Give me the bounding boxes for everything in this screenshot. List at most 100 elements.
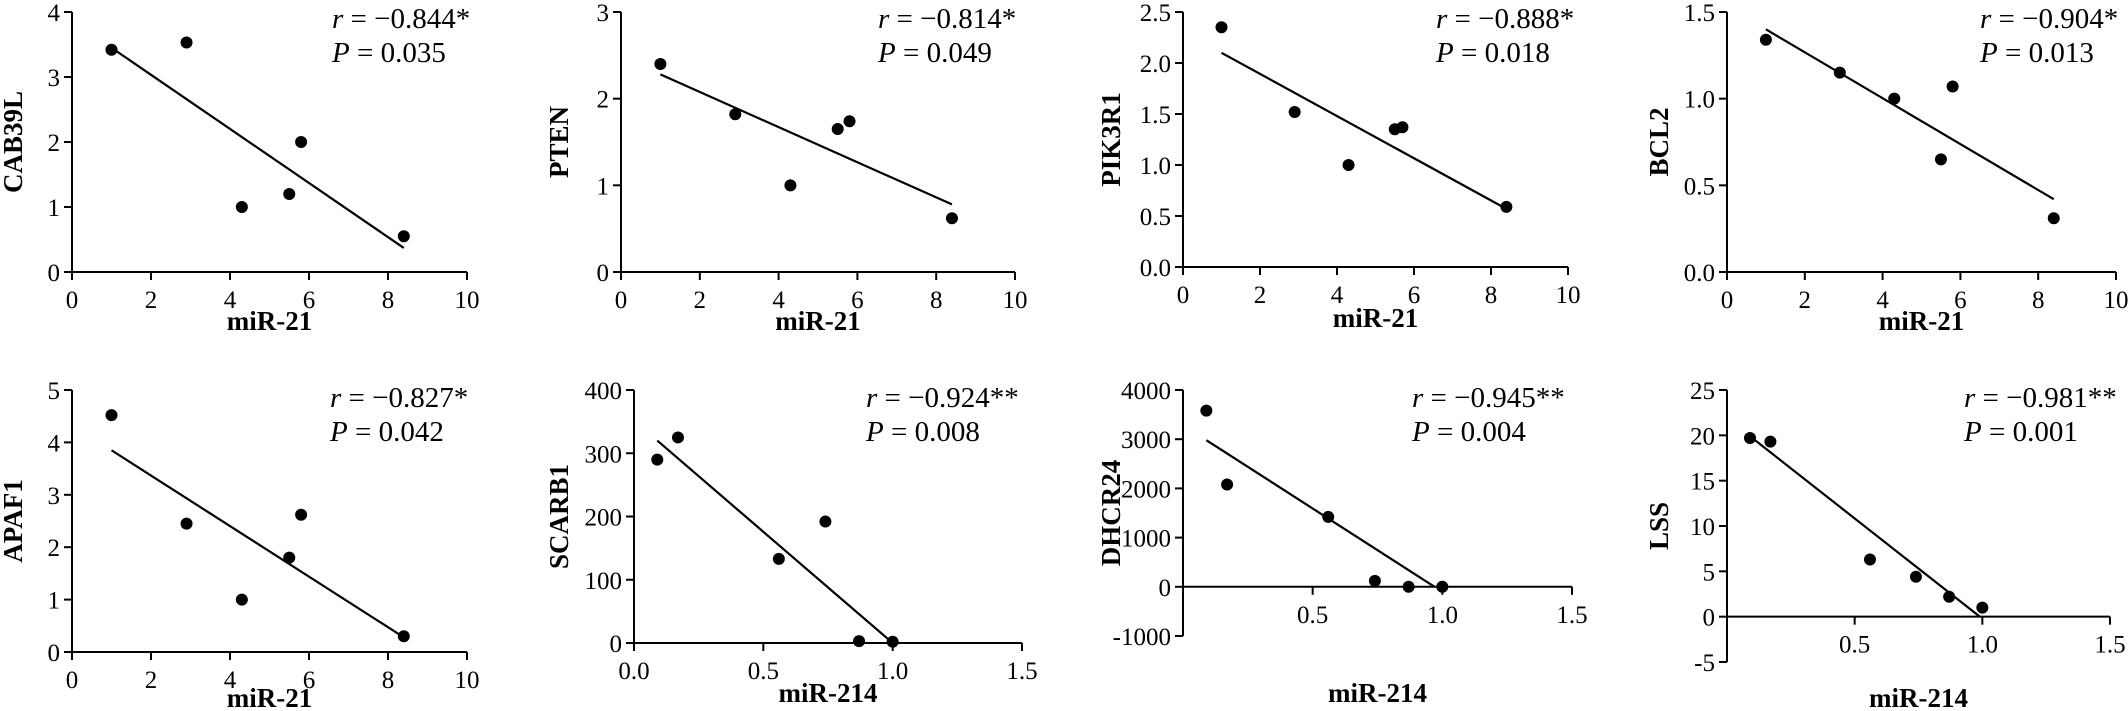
data-point bbox=[283, 551, 296, 564]
r-symbol: r bbox=[332, 3, 344, 35]
data-point bbox=[1833, 66, 1846, 79]
x-tick-label: 4 bbox=[1331, 282, 1344, 309]
p-annotation: P = 0.049 bbox=[877, 37, 992, 69]
r-value: = −0.924** bbox=[877, 382, 1018, 414]
data-point bbox=[1368, 574, 1381, 587]
y-tick-label: 0 bbox=[1703, 605, 1716, 632]
x-tick-label: 4 bbox=[1876, 287, 1889, 314]
p-annotation: P = 0.008 bbox=[865, 416, 980, 448]
data-point bbox=[1759, 33, 1772, 46]
y-tick-label: 100 bbox=[585, 568, 623, 595]
x-tick-label: 8 bbox=[382, 667, 395, 694]
x-tick-label: 0.0 bbox=[618, 658, 649, 685]
regression-line bbox=[110, 46, 405, 249]
x-tick-label: 4 bbox=[772, 287, 785, 314]
y-tick-label: 2 bbox=[48, 535, 61, 562]
data-point bbox=[654, 58, 667, 70]
x-tick-label: 1.0 bbox=[877, 658, 908, 685]
y-tick-label: 1.5 bbox=[1684, 0, 1715, 27]
data-point bbox=[1342, 159, 1355, 171]
data-point bbox=[1934, 153, 1947, 166]
data-point bbox=[1322, 510, 1335, 523]
panel-dhcr24: -1000 0 1000 2000 3000 4000 0.5 1.0 1.5 DHCR24 miR… bbox=[1096, 378, 1588, 708]
x-tick-label: 10 bbox=[455, 287, 480, 314]
y-tick-label: 4 bbox=[48, 430, 61, 457]
data-point bbox=[1396, 121, 1409, 134]
y-tick-label: 4 bbox=[48, 0, 61, 27]
y-tick-label: 1 bbox=[48, 195, 61, 222]
p-annotation: P = 0.001 bbox=[1963, 416, 2078, 448]
y-tick-label: 5 bbox=[1703, 559, 1716, 586]
y-tick-label: 0.5 bbox=[1140, 204, 1171, 231]
x-tick-label: 1.0 bbox=[1967, 632, 1998, 659]
y-tick-label: 5 bbox=[48, 378, 61, 405]
y-tick-label: 1000 bbox=[1121, 526, 1171, 553]
y-tick-label: 15 bbox=[1690, 469, 1715, 496]
regression-line bbox=[1205, 439, 1436, 588]
x-axis-label: miR-21 bbox=[1879, 306, 1964, 336]
data-point bbox=[283, 188, 296, 200]
x-axis-label: miR-21 bbox=[227, 683, 312, 711]
regression-line bbox=[1765, 28, 2055, 201]
r-annotation: r = −0.888* bbox=[1436, 3, 1574, 35]
panel-cab39l: 0 1 2 3 4 0 2 4 6 8 10 CAB39L miR-21 r = −0.844*P = 0… bbox=[0, 0, 480, 336]
y-tick-label: 3000 bbox=[1121, 427, 1171, 454]
x-tick-label: 0 bbox=[1721, 287, 1734, 314]
y-tick-label: 0.0 bbox=[1684, 260, 1715, 287]
p-annotation: P = 0.042 bbox=[329, 416, 444, 448]
x-axis-label: miR-21 bbox=[775, 306, 860, 336]
data-point bbox=[235, 593, 248, 606]
x-tick-label: 6 bbox=[303, 667, 316, 694]
r-value: = −0.888* bbox=[1447, 3, 1574, 35]
y-tick-label: 1.0 bbox=[1140, 153, 1171, 180]
p-annotation: P = 0.018 bbox=[1435, 37, 1550, 69]
data-point bbox=[772, 552, 785, 565]
x-tick-label: 0 bbox=[66, 287, 79, 314]
y-tick-label: 0 bbox=[48, 640, 61, 667]
r-annotation: r = −0.814* bbox=[878, 3, 1016, 35]
p-annotation: P = 0.035 bbox=[331, 37, 446, 69]
p-value: = 0.018 bbox=[1454, 37, 1550, 69]
y-tick-label: 1 bbox=[597, 173, 610, 200]
y-tick-label: 1.0 bbox=[1684, 87, 1715, 114]
y-tick-label: 2.5 bbox=[1140, 0, 1171, 27]
panel-pik3r1: 0.0 0.5 1.0 1.5 2.0 2.5 0 2 4 6 8 10 PIK3R1 miR-21 r =… bbox=[1096, 0, 1581, 333]
x-tick-label: 4 bbox=[224, 287, 237, 314]
data-point bbox=[1221, 478, 1234, 491]
x-tick-label: 10 bbox=[1003, 287, 1028, 314]
data-point bbox=[1402, 580, 1415, 593]
data-point bbox=[843, 115, 856, 128]
x-tick-label: 6 bbox=[1954, 287, 1967, 314]
regression-line bbox=[656, 439, 894, 644]
r-symbol: r bbox=[1412, 382, 1424, 414]
x-tick-label: 6 bbox=[303, 287, 316, 314]
x-axis-label: miR-214 bbox=[1869, 683, 1968, 711]
data-point bbox=[1743, 432, 1756, 445]
data-point bbox=[651, 453, 664, 466]
y-tick-label: 2000 bbox=[1121, 476, 1171, 503]
r-value: = −0.844* bbox=[343, 3, 470, 35]
data-point bbox=[397, 230, 410, 243]
x-tick-label: 1.5 bbox=[2094, 632, 2125, 659]
p-symbol: P bbox=[1963, 416, 1982, 448]
x-tick-label: 4 bbox=[224, 667, 237, 694]
data-point bbox=[105, 409, 118, 422]
panel-bcl2: 0.0 0.5 1.0 1.5 0 2 4 6 8 10 BCL2 miR-21 r = −0.904*… bbox=[1644, 0, 2128, 336]
data-point bbox=[784, 179, 797, 192]
x-tick-label: 8 bbox=[1485, 282, 1498, 309]
y-tick-label: 1 bbox=[48, 588, 61, 615]
y-tick-label: 0.5 bbox=[1684, 173, 1715, 200]
p-symbol: P bbox=[865, 416, 884, 448]
y-tick-label: 25 bbox=[1690, 378, 1715, 405]
x-tick-label: 8 bbox=[382, 287, 395, 314]
data-point bbox=[1436, 580, 1449, 593]
y-tick-label: 20 bbox=[1690, 423, 1715, 450]
x-tick-label: 2 bbox=[1254, 282, 1267, 309]
p-value: = 0.042 bbox=[348, 416, 444, 448]
y-axis-label: CAB39L bbox=[0, 91, 28, 193]
regression-line bbox=[1749, 435, 1981, 618]
x-tick-label: 0 bbox=[1177, 282, 1190, 309]
data-point bbox=[180, 517, 193, 530]
data-point bbox=[819, 515, 832, 528]
data-point bbox=[397, 630, 410, 643]
